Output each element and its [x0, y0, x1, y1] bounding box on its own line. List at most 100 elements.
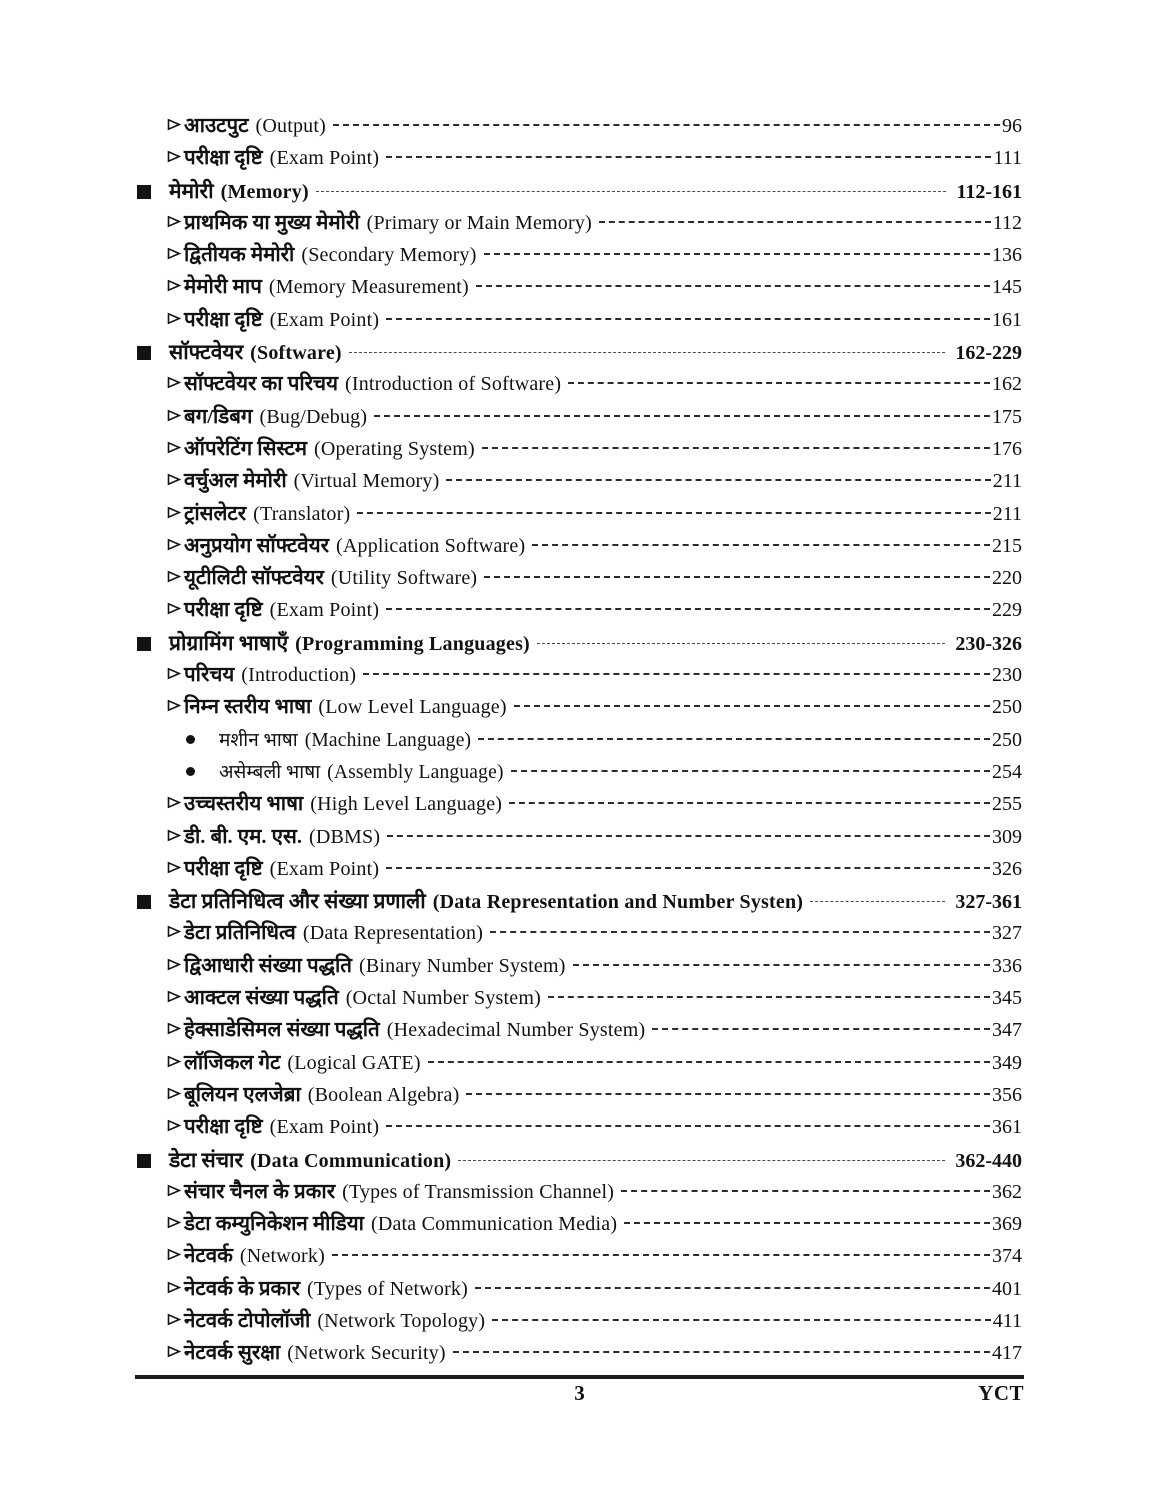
toc-entry-page-number: 111	[993, 147, 1022, 170]
toc-entry-title-hindi: असेम्बली भाषा	[219, 761, 321, 783]
toc-entry-title-english: (Data Communication Media)	[370, 1213, 618, 1236]
toc-entry: डेटा प्रतिनिधित्व और संख्या प्रणाली (Data…	[137, 886, 1022, 918]
dotted-leader	[374, 414, 990, 417]
toc-entry: नेटवर्क (Network) 374	[137, 1241, 1022, 1273]
dotted-leader	[446, 479, 991, 482]
toc-entry-title-english: (Network Security)	[287, 1342, 446, 1365]
arrowhead-icon	[167, 659, 182, 680]
toc-entry-page-number: 345	[992, 987, 1022, 1010]
toc-entry: संचार चैनल के प्रकार (Types of Transmissi…	[137, 1177, 1022, 1209]
toc-entry-page-number: 215	[992, 534, 1022, 557]
toc-entry-page-number: 175	[992, 405, 1022, 428]
toc-entry-page-number: 362-440	[955, 1149, 1022, 1172]
toc-entry: आउटपुट (Output) 96	[137, 111, 1022, 143]
toc-entry-page-number: 349	[992, 1051, 1022, 1074]
toc-entry-title-hindi: अनुप्रयोग सॉफ्टवेयर	[184, 534, 329, 557]
toc-entry: डेटा प्रतिनिधित्व (Data Representation) 32…	[137, 918, 1022, 950]
arrowhead-icon	[167, 982, 182, 1003]
arrowhead-icon	[167, 239, 182, 260]
toc-entry-page-number: 347	[992, 1019, 1022, 1042]
arrowhead-icon	[167, 368, 182, 389]
toc-entry-page-number: 162	[992, 373, 1022, 396]
toc-entry-title-hindi: प्राथमिक या मुख्य मेमोरी	[184, 211, 360, 234]
arrowhead-icon	[167, 1305, 182, 1326]
toc-entry-page-number: 255	[992, 793, 1022, 816]
arrowhead-icon	[167, 401, 182, 422]
toc-entry-title-hindi: नेटवर्क सुरक्षा	[184, 1342, 281, 1365]
toc-entry-title-hindi: मशीन भाषा	[219, 729, 298, 751]
toc-entry: परीक्षा दृष्टि (Exam Point) 229	[137, 595, 1022, 627]
toc-entry-title-english: (Boolean Algebra)	[307, 1083, 460, 1106]
arrowhead-icon	[167, 433, 182, 454]
toc-entry-page-number: 309	[992, 825, 1022, 848]
arrowhead-icon	[167, 594, 182, 615]
toc-entry-title-hindi: आक्टल संख्या पद्धति	[184, 987, 339, 1010]
toc-entry-title-hindi: निम्न स्तरीय भाषा	[184, 696, 312, 719]
toc-entry-title-hindi: वर्चुअल मेमोरी	[184, 470, 287, 493]
toc-entry-page-number: 250	[992, 728, 1022, 751]
toc-entry-title-english: (Data Representation)	[302, 922, 484, 945]
toc-entry-title-hindi: परीक्षा दृष्टि	[184, 599, 263, 622]
toc-entry-page-number: 356	[992, 1083, 1022, 1106]
arrowhead-icon	[167, 821, 182, 841]
toc-entry-page-number: 161	[992, 308, 1022, 331]
toc-entry-page-number: 176	[992, 437, 1022, 460]
toc-entry-title-hindi: डेटा संचार	[169, 1147, 244, 1172]
toc-entry: प्रोग्रामिंग भाषाएँ (Programming Language…	[137, 628, 1022, 660]
dotted-leader	[357, 511, 991, 514]
arrowhead-icon	[167, 1208, 182, 1229]
toc-entry: हेक्साडेसिमल संख्या पद्धति (Hexadecimal N…	[137, 1015, 1022, 1047]
toc-entry-page-number: 374	[992, 1245, 1022, 1268]
toc-entry-title-hindi: नेटवर्क	[184, 1245, 233, 1268]
toc-entry: निम्न स्तरीय भाषा (Low Level Language) 250	[137, 692, 1022, 724]
toc-entry: डेटा संचार (Data Communication) 362-440	[137, 1145, 1022, 1177]
dotted-leader	[509, 802, 990, 805]
toc-entry: परिचय (Introduction) 230	[137, 660, 1022, 692]
arrowhead-icon	[167, 1337, 182, 1358]
toc-entry: नेटवर्क सुरक्षा (Network Security) 417	[137, 1338, 1022, 1370]
arrowhead-icon	[167, 271, 182, 292]
toc-entry-page-number: 401	[992, 1277, 1022, 1300]
toc-entry-title-english: (Memory Measurement)	[268, 276, 469, 299]
toc-entry-title-english: (Network Topology)	[317, 1309, 486, 1332]
arrowhead-icon	[167, 1240, 182, 1261]
toc-entry-title-hindi: लॉजिकल गेट	[184, 1051, 281, 1074]
dotted-leader	[478, 737, 990, 740]
toc-entry-page-number: 112-161	[956, 180, 1022, 203]
toc-entry: परीक्षा दृष्टि (Exam Point) 361	[137, 1112, 1022, 1144]
toc-entry-title-english: (Introduction of Software)	[344, 373, 562, 396]
toc-entry-title-english: (Bug/Debug)	[259, 405, 368, 428]
toc-entry-page-number: 112	[992, 211, 1022, 234]
toc-entry: उच्चस्तरीय भाषा (High Level Language) 255	[137, 789, 1022, 821]
toc-entry-title-english: (Software)	[250, 342, 342, 365]
toc-entry-title-hindi: परिचय	[184, 664, 235, 687]
dotted-leader	[484, 576, 990, 579]
arrowhead-icon	[167, 691, 182, 712]
arrowhead-icon	[167, 1176, 182, 1197]
toc-entry-page-number: 336	[992, 954, 1022, 977]
dotted-leader	[386, 866, 990, 869]
arrowhead-icon	[167, 562, 182, 583]
dotted-leader	[598, 220, 991, 223]
arrowhead-icon	[167, 917, 182, 938]
toc-entry-title-english: (Exam Point)	[269, 308, 380, 331]
arrowhead-icon	[167, 465, 182, 486]
toc-entry: नेटवर्क टोपोलॉजी (Network Topology) 411	[137, 1306, 1022, 1338]
dotted-leader	[483, 253, 990, 256]
toc-list: आउटपुट (Output) 96 परीक्षा दृष्टि (Exam Poin…	[137, 111, 1022, 1371]
toc-entry-title-english: (Binary Number System)	[358, 954, 566, 977]
toc-entry-title-hindi: द्वितीयक मेमोरी	[184, 244, 295, 267]
toc-entry-title-hindi: मेमोरी	[169, 178, 214, 203]
dotted-leader	[547, 996, 990, 999]
toc-entry-title-hindi: परीक्षा दृष्टि	[184, 308, 263, 331]
toc-entry-page-number: 417	[992, 1342, 1022, 1365]
dotted-leader	[481, 446, 990, 449]
toc-entry-title-english: (Memory)	[220, 180, 309, 203]
toc-entry: बग/डिबग (Bug/Debug) 175	[137, 402, 1022, 434]
dotted-leader	[572, 963, 990, 966]
toc-entry-title-english: (Hexadecimal Number System)	[386, 1019, 646, 1042]
toc-entry-title-english: (High Level Language)	[310, 793, 503, 816]
toc-entry-page-number: 230	[992, 664, 1022, 687]
toc-entry-title-hindi: नेटवर्क के प्रकार	[184, 1277, 300, 1300]
dotted-leader	[427, 1060, 990, 1063]
